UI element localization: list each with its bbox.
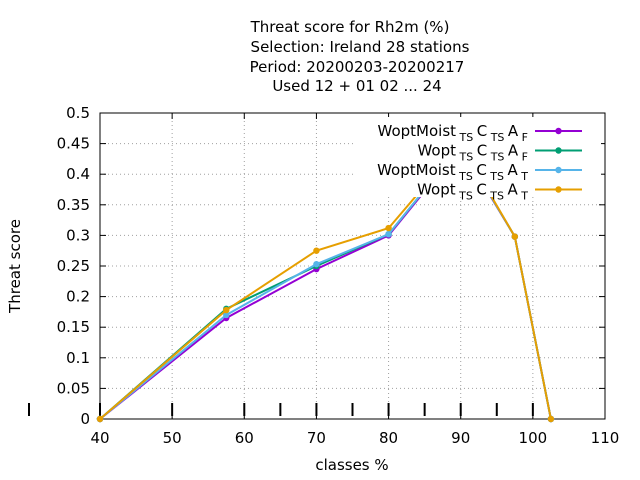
data-point	[223, 311, 230, 319]
series-group	[96, 140, 555, 423]
legend-marker	[555, 186, 562, 193]
y-tick-label: 0.5	[66, 104, 90, 122]
class-markers	[28, 403, 534, 416]
legend-item: Wopt TS C TS A T	[417, 181, 582, 203]
x-tick-label: 100	[519, 429, 548, 447]
legend-item: WoptMoist TS C TS A F	[378, 122, 582, 144]
legend-label: Wopt TS C TS A F	[417, 142, 528, 164]
x-tick-label: 80	[379, 429, 398, 447]
y-tick-label: 0	[80, 410, 90, 428]
data-point	[547, 415, 555, 423]
y-tick-label: 0.4	[66, 165, 90, 183]
legend-marker	[555, 127, 562, 135]
x-tick-label: 90	[451, 429, 470, 447]
legend-marker	[555, 166, 562, 174]
legend-marker	[555, 147, 562, 154]
x-axis: 40 50 60 70 80 90 100 110	[90, 113, 619, 447]
legend-item: Wopt TS C TS A F	[417, 142, 582, 164]
legend: WoptMoist TS C TS A F Wopt TS C TS A F W…	[356, 117, 601, 203]
data-point	[511, 233, 519, 240]
x-axis-label: classes %	[315, 456, 388, 474]
y-tick-label: 0.45	[57, 135, 90, 153]
y-tick-label: 0.35	[57, 196, 90, 214]
legend-item: WoptMoist TS C TS A T	[377, 161, 582, 183]
x-tick-label: 70	[307, 429, 326, 447]
legend-label: Wopt TS C TS A T	[417, 181, 528, 203]
chart-title-line-1: Threat score for Rh2m (%)	[250, 18, 450, 36]
chart-title-line-2: Selection: Ireland 28 stations	[251, 38, 470, 56]
x-tick-label: 110	[591, 429, 620, 447]
y-tick-label: 0.15	[57, 318, 90, 336]
data-point	[223, 306, 230, 314]
y-tick-label: 0.2	[66, 288, 90, 306]
data-point	[313, 260, 320, 268]
data-point	[385, 224, 392, 232]
chart-title: Threat score for Rh2m (%) Selection: Ire…	[250, 18, 470, 95]
legend-label: WoptMoist TS C TS A F	[378, 122, 529, 144]
x-tick-label: 40	[90, 429, 109, 447]
x-tick-label: 50	[163, 429, 182, 447]
data-point	[313, 247, 320, 254]
y-axis-label: Threat score	[6, 219, 24, 314]
x-tick-label: 60	[235, 429, 254, 447]
y-tick-label: 0.3	[66, 226, 90, 244]
y-tick-label: 0.1	[66, 349, 90, 367]
data-point	[385, 230, 392, 238]
legend-label: WoptMoist TS C TS A T	[377, 161, 528, 183]
data-point	[96, 415, 104, 423]
chart-title-line-4: Used 12 + 01 02 ... 24	[272, 77, 441, 95]
chart-title-line-3: Period: 20200203-20200217	[250, 58, 465, 76]
y-tick-label: 0.05	[57, 379, 90, 397]
y-tick-label: 0.25	[57, 257, 90, 275]
y-axis: 0 0.05 0.1 0.15 0.2 0.25 0.3 0.35 0.4 0.45 0.5	[57, 104, 605, 428]
